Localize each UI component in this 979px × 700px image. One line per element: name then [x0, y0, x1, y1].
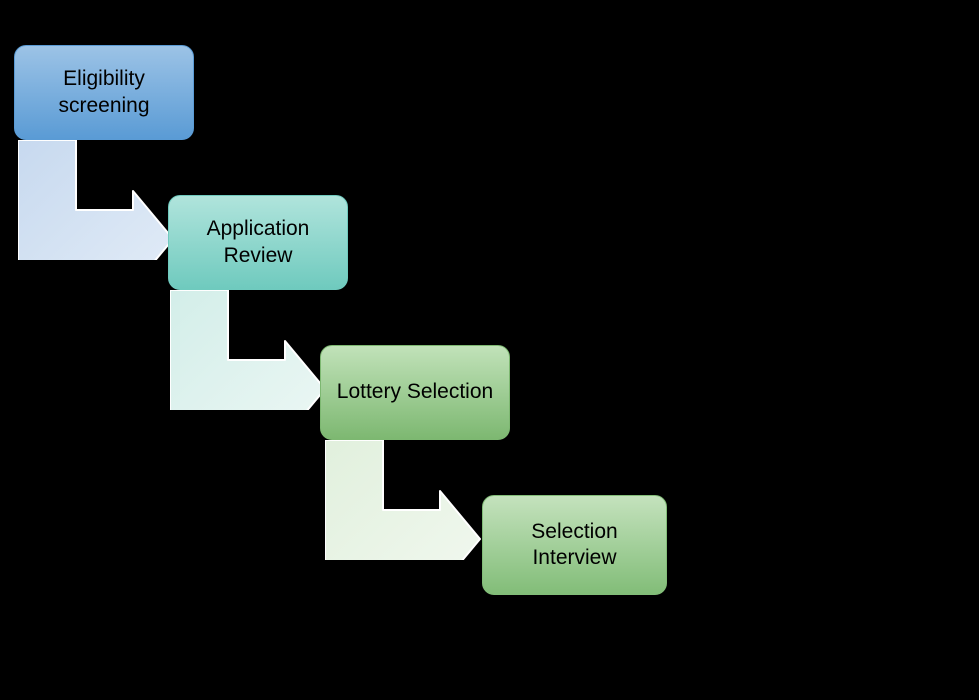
- connector-arrow: [325, 440, 485, 560]
- node-label: Application Review: [207, 216, 310, 269]
- connector-arrow: [18, 140, 178, 260]
- node-label: Selection Interview: [531, 519, 617, 572]
- flowchart-node: Eligibility screening: [14, 45, 194, 140]
- flowchart-node: Lottery Selection: [320, 345, 510, 440]
- flowchart-node: Application Review: [168, 195, 348, 290]
- node-label: Eligibility screening: [58, 66, 149, 119]
- node-label: Lottery Selection: [337, 379, 493, 405]
- connector-arrow: [170, 290, 330, 410]
- flowchart-node: Selection Interview: [482, 495, 667, 595]
